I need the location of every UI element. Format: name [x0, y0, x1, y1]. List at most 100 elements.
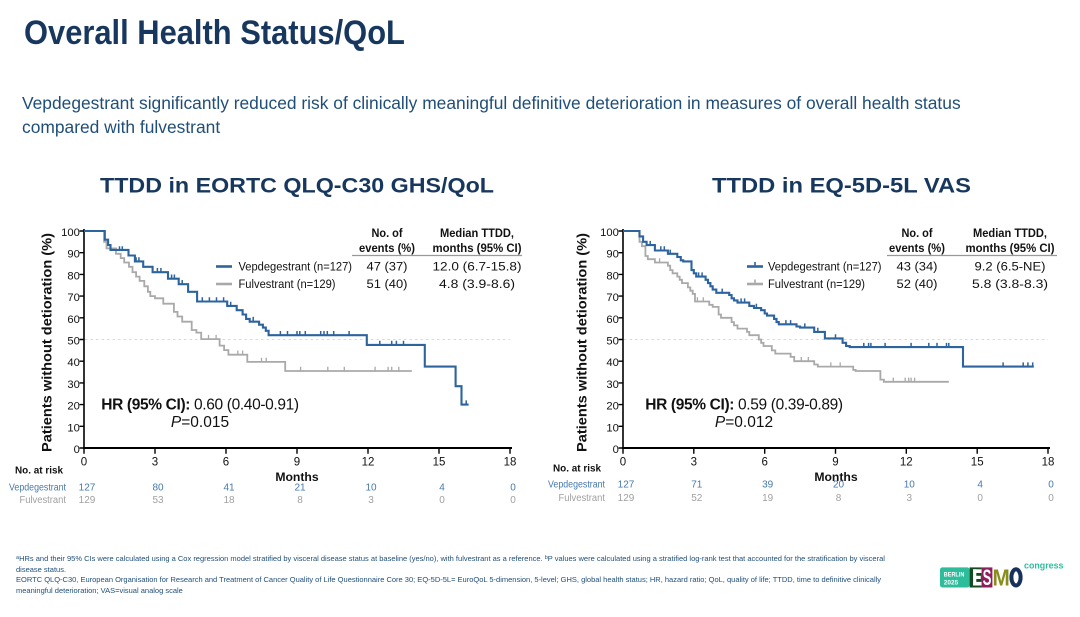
svg-text:4.8 (3.9-8.6): 4.8 (3.9-8.6)	[439, 277, 515, 291]
svg-text:Fulvestrant (n=129): Fulvestrant (n=129)	[239, 277, 336, 291]
svg-text:50: 50	[67, 336, 79, 348]
svg-text:0: 0	[439, 495, 445, 506]
svg-text:127: 127	[79, 483, 96, 494]
svg-text:Vepdegestrant (n=127): Vepdegestrant (n=127)	[239, 260, 353, 274]
svg-text:80: 80	[67, 270, 79, 282]
svg-text:18: 18	[1042, 457, 1055, 469]
svg-text:0: 0	[81, 457, 87, 469]
svg-text:47 (37): 47 (37)	[367, 260, 408, 274]
svg-text:Median TTDD,: Median TTDD,	[440, 226, 514, 240]
svg-text:Vepdegestrant (n=127): Vepdegestrant (n=127)	[768, 260, 882, 274]
svg-text:6: 6	[223, 457, 229, 469]
svg-text:40: 40	[67, 357, 79, 369]
svg-text:Fulvestrant: Fulvestrant	[20, 495, 67, 506]
svg-text:60: 60	[606, 314, 618, 326]
svg-text:Median TTDD,: Median TTDD,	[973, 226, 1047, 240]
svg-text:100: 100	[61, 227, 80, 239]
svg-text:12: 12	[900, 457, 913, 469]
svg-text:No. of: No. of	[372, 226, 404, 240]
svg-text:10: 10	[67, 422, 79, 434]
svg-text:3: 3	[152, 457, 158, 469]
svg-text:events (%): events (%)	[359, 241, 415, 255]
svg-text:71: 71	[691, 480, 703, 491]
svg-text:3: 3	[907, 493, 913, 504]
svg-text:9: 9	[294, 457, 300, 469]
svg-text:40: 40	[606, 357, 618, 369]
svg-text:5.8 (3.8-8.3): 5.8 (3.8-8.3)	[972, 277, 1048, 291]
svg-text:0: 0	[510, 495, 516, 506]
svg-text:Fulvestrant (n=129): Fulvestrant (n=129)	[768, 277, 865, 291]
svg-text:80: 80	[606, 270, 618, 282]
svg-text:Fulvestrant: Fulvestrant	[559, 493, 606, 504]
svg-text:S: S	[983, 565, 992, 590]
svg-text:20: 20	[833, 480, 845, 491]
svg-text:18: 18	[504, 457, 517, 469]
svg-text:41: 41	[223, 483, 235, 494]
svg-text:No. of: No. of	[902, 226, 934, 240]
svg-text:9: 9	[832, 457, 838, 469]
svg-text:30: 30	[606, 379, 618, 391]
svg-text:20: 20	[606, 401, 618, 413]
svg-text:10: 10	[606, 422, 618, 434]
svg-text:HR (95% CI): 0.59 (0.39-0.89): HR (95% CI): 0.59 (0.39-0.89)	[645, 397, 843, 414]
svg-text:P=0.015: P=0.015	[171, 414, 229, 431]
svg-text:0: 0	[613, 444, 619, 456]
svg-text:52: 52	[691, 493, 703, 504]
svg-text:90: 90	[67, 249, 79, 261]
svg-text:0: 0	[977, 493, 983, 504]
svg-text:129: 129	[618, 493, 635, 504]
svg-text:3: 3	[691, 457, 697, 469]
svg-text:8: 8	[836, 493, 842, 504]
svg-text:3: 3	[368, 495, 374, 506]
svg-text:Vepdegestrant: Vepdegestrant	[9, 483, 66, 494]
svg-text:M: M	[993, 564, 1010, 590]
svg-text:0: 0	[74, 444, 80, 456]
svg-text:70: 70	[67, 292, 79, 304]
svg-text:0: 0	[1048, 480, 1054, 491]
svg-text:events (%): events (%)	[889, 241, 945, 255]
svg-text:18: 18	[223, 495, 235, 506]
svg-text:53: 53	[152, 495, 164, 506]
svg-text:0: 0	[1048, 493, 1054, 504]
svg-text:Patients without detioration (: Patients without detioration (%)	[575, 233, 590, 452]
svg-text:100: 100	[600, 227, 619, 239]
svg-text:127: 127	[618, 480, 635, 491]
svg-text:51 (40): 51 (40)	[367, 277, 408, 291]
svg-text:19: 19	[762, 493, 774, 504]
svg-text:4: 4	[977, 480, 983, 491]
svg-text:TTDD in EORTC QLQ-C30 GHS/QoL: TTDD in EORTC QLQ-C30 GHS/QoL	[100, 173, 494, 198]
svg-text:congress: congress	[1024, 561, 1064, 571]
svg-text:80: 80	[152, 483, 164, 494]
svg-text:15: 15	[971, 457, 984, 469]
svg-text:Vepdegestrant: Vepdegestrant	[548, 480, 605, 491]
svg-text:39: 39	[762, 480, 774, 491]
svg-text:months (95% CI): months (95% CI)	[966, 241, 1055, 255]
svg-text:90: 90	[606, 249, 618, 261]
svg-text:50: 50	[606, 336, 618, 348]
svg-text:10: 10	[365, 483, 377, 494]
svg-text:Months: Months	[275, 470, 319, 484]
svg-text:30: 30	[67, 379, 79, 391]
svg-text:TTDD in EQ-5D-5L VAS: TTDD in EQ-5D-5L VAS	[712, 173, 971, 198]
svg-text:No. at risk: No. at risk	[15, 466, 63, 477]
svg-text:months (95% CI): months (95% CI)	[433, 241, 522, 255]
svg-text:9.2 (6.5-NE): 9.2 (6.5-NE)	[975, 260, 1046, 274]
svg-text:0: 0	[620, 457, 626, 469]
svg-text:6: 6	[761, 457, 767, 469]
svg-text:2025: 2025	[944, 579, 959, 586]
svg-text:Months: Months	[814, 470, 858, 484]
svg-text:21: 21	[294, 483, 306, 494]
svg-text:129: 129	[79, 495, 96, 506]
svg-text:4: 4	[439, 483, 445, 494]
svg-text:20: 20	[67, 401, 79, 413]
svg-text:10: 10	[904, 480, 916, 491]
svg-text:P=0.012: P=0.012	[715, 414, 773, 431]
svg-text:43 (34): 43 (34)	[897, 260, 938, 274]
svg-text:BERLIN: BERLIN	[944, 572, 965, 579]
svg-text:HR (95% CI): 0.60 (0.40-0.91): HR (95% CI): 0.60 (0.40-0.91)	[101, 397, 299, 414]
svg-text:15: 15	[433, 457, 446, 469]
svg-text:70: 70	[606, 292, 618, 304]
svg-text:8: 8	[297, 495, 303, 506]
svg-text:12.0 (6.7-15.8): 12.0 (6.7-15.8)	[433, 260, 522, 274]
svg-text:No. at risk: No. at risk	[553, 464, 601, 475]
